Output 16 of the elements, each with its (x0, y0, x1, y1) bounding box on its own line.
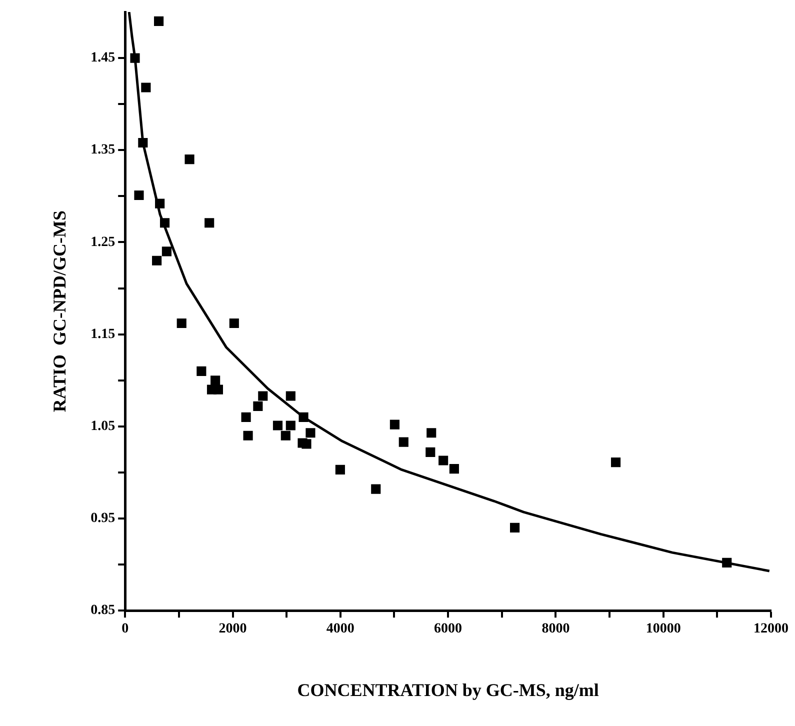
y-tick-label: 1.15 (90, 326, 116, 342)
x-axis-title: CONCENTRATION by GC-MS, ng/ml (297, 680, 599, 700)
x-tick-label: 0 (122, 622, 129, 637)
x-tick-label: 4000 (326, 622, 354, 637)
x-tick-label: 6000 (434, 622, 462, 637)
y-tick-label: 0.85 (90, 603, 116, 618)
x-tick-label: 10000 (646, 622, 681, 637)
y-tick-label: 0.95 (90, 511, 116, 526)
x-tick-label: 12000 (754, 622, 788, 637)
y-tick-label: 1.25 (90, 234, 116, 250)
y-axis-title: RATIO GC-NPD/GC-MS (49, 210, 70, 412)
x-tick-label: 8000 (542, 622, 570, 637)
y-tick-label: 1.05 (90, 419, 116, 434)
y-tick-label: 1.35 (90, 142, 116, 158)
x-tick-label: 2000 (218, 622, 247, 637)
y-tick-label: 1.45 (90, 50, 116, 66)
